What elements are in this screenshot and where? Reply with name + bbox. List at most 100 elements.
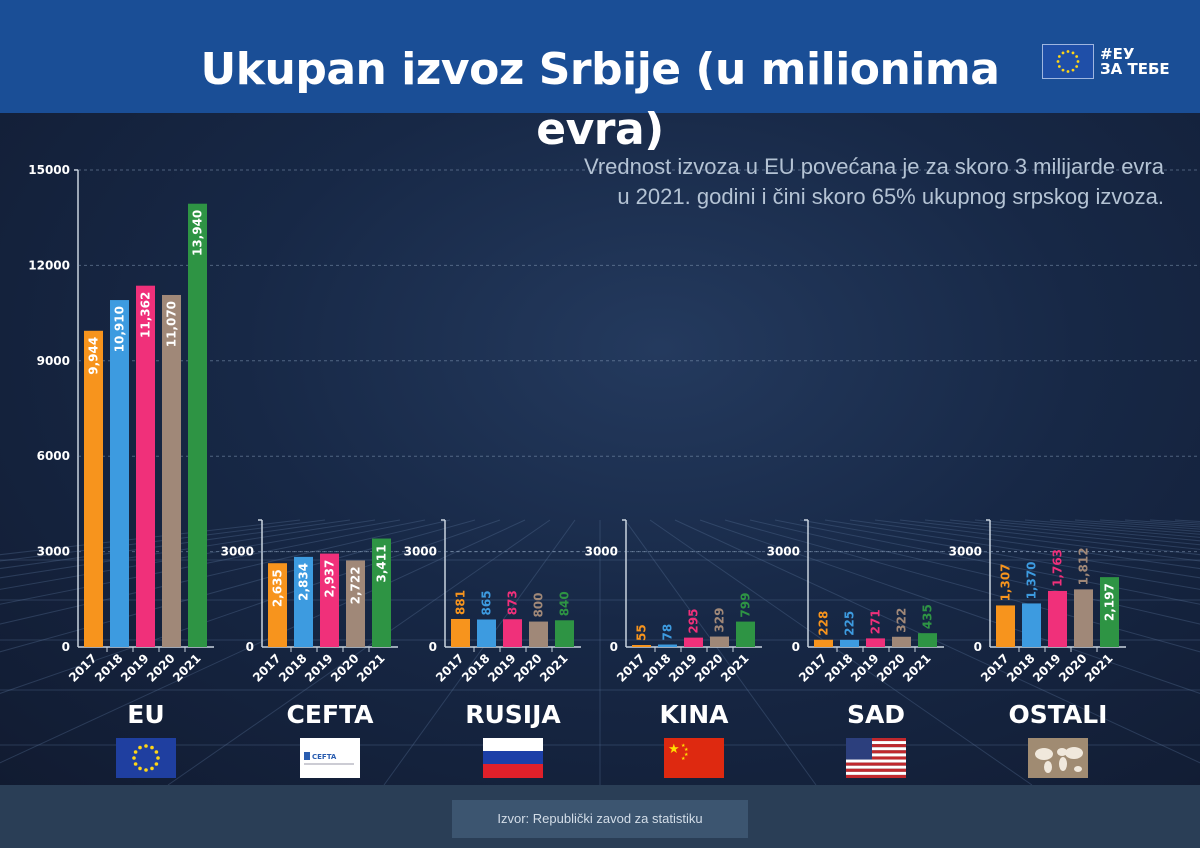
x-tick-label: 2019 xyxy=(485,651,519,685)
data-label: 295 xyxy=(687,609,701,634)
y-tick-label: 3000 xyxy=(767,545,800,559)
x-tick-label: 2020 xyxy=(874,651,908,685)
y-tick-label: 9000 xyxy=(37,354,70,368)
y-tick-label: 0 xyxy=(974,640,982,654)
x-tick-label: 2020 xyxy=(144,651,178,685)
x-tick-label: 2019 xyxy=(302,651,336,685)
data-label: 2,635 xyxy=(271,569,285,607)
bar-cefta-2019 xyxy=(320,553,339,647)
data-label: 322 xyxy=(895,608,909,633)
bar-ostali-2017 xyxy=(996,605,1015,647)
region-label: SAD xyxy=(846,700,906,729)
bar-eu-2017 xyxy=(84,330,103,647)
x-tick-label: 2019 xyxy=(666,651,700,685)
bar-cefta-2018 xyxy=(294,556,313,647)
y-tick-label: 0 xyxy=(246,640,254,654)
data-label: 2,722 xyxy=(349,566,363,604)
x-tick-label: 2019 xyxy=(848,651,882,685)
y-tick-label: 3000 xyxy=(404,545,437,559)
region-label: KINA xyxy=(659,700,729,729)
x-tick-label: 2020 xyxy=(1056,651,1090,685)
data-label: 881 xyxy=(454,590,468,615)
bar-sad-2020 xyxy=(892,636,911,647)
subtitle-line-2: u 2021. godini i čini skoro 65% ukupnog … xyxy=(617,184,1164,209)
bar-cefta-2021 xyxy=(372,538,391,647)
data-label: 11,070 xyxy=(165,301,179,347)
data-label: 13,940 xyxy=(191,210,205,256)
data-label: 873 xyxy=(506,590,520,615)
data-label: 329 xyxy=(713,607,727,632)
x-tick-label: 2021 xyxy=(354,651,388,685)
data-label: 225 xyxy=(843,611,857,636)
x-tick-label: 2021 xyxy=(170,651,204,685)
data-label: 9,944 xyxy=(87,337,101,375)
region-label: RUSIJA xyxy=(465,700,561,729)
data-label: 11,362 xyxy=(139,292,153,338)
eu-flag-icon xyxy=(116,738,176,778)
data-label: 228 xyxy=(817,611,831,636)
svg-text:★: ★ xyxy=(684,752,689,758)
bar-cefta-2017 xyxy=(268,563,287,647)
data-label: 865 xyxy=(480,590,494,615)
bar-kina-2018 xyxy=(658,644,677,647)
world-map-icon xyxy=(1028,738,1088,778)
svg-text:★: ★ xyxy=(681,743,686,749)
svg-text:★: ★ xyxy=(668,742,680,757)
data-label: 840 xyxy=(558,591,572,616)
header: Ukupan izvoz Srbije (u milionima evra) #… xyxy=(0,0,1200,155)
bar-rusija-2018 xyxy=(477,619,496,647)
data-label: 3,411 xyxy=(375,545,389,583)
bar-rusija-2019 xyxy=(503,619,522,647)
chart-eu: 0 3000 6000 9000 12000 15000 9,944 2017 10,910 20… xyxy=(28,163,1200,685)
chart-ostali: 030001,30720171,37020181,76320191,812202… xyxy=(949,519,1126,685)
y-tick-label: 0 xyxy=(792,640,800,654)
data-label: 799 xyxy=(739,593,753,618)
x-tick-label: 2021 xyxy=(900,651,934,685)
region-label: CEFTA xyxy=(286,700,374,729)
x-tick-label: 2017 xyxy=(796,651,830,685)
y-tick-label: 3000 xyxy=(949,545,982,559)
y-tick-label: 0 xyxy=(429,640,437,654)
logo-text-2: ЗА ТЕБЕ xyxy=(1100,59,1170,78)
bar-sad-2018 xyxy=(840,639,859,647)
y-tick-label: 3000 xyxy=(585,545,618,559)
china-flag-icon: ★ ★ ★ ★ ★ xyxy=(664,738,724,778)
data-label: 2,937 xyxy=(323,560,337,598)
data-label: 800 xyxy=(532,592,546,617)
russia-flag-icon xyxy=(483,738,543,778)
x-tick-label: 2019 xyxy=(118,651,152,685)
bar-eu-2021 xyxy=(188,203,207,647)
bar-kina-2020 xyxy=(710,636,729,647)
data-label: 1,763 xyxy=(1051,549,1065,587)
x-tick-label: 2020 xyxy=(328,651,362,685)
y-tick-label: 6000 xyxy=(37,449,70,463)
data-label: 78 xyxy=(661,624,675,641)
bar-ostali-2019 xyxy=(1048,590,1067,647)
x-tick-label: 2018 xyxy=(822,651,856,685)
y-tick-label: 12000 xyxy=(28,258,70,272)
x-tick-label: 2019 xyxy=(1030,651,1064,685)
bar-kina-2017 xyxy=(632,645,651,647)
page-title: Ukupan izvoz Srbije (u milionima evra) xyxy=(200,44,1000,155)
y-tick-label: 3000 xyxy=(221,545,254,559)
source-note: Izvor: Republički zavod za statistiku xyxy=(452,800,748,838)
bar-ostali-2020 xyxy=(1074,589,1093,647)
bar-sad-2019 xyxy=(866,638,885,647)
data-label: 2,834 xyxy=(297,563,311,601)
x-tick-label: 2018 xyxy=(640,651,674,685)
x-tick-label: 2017 xyxy=(433,651,467,685)
region-label: OSTALI xyxy=(1008,700,1108,729)
bar-cefta-2020 xyxy=(346,560,365,647)
data-label: 1,812 xyxy=(1077,547,1091,585)
eu-flag-icon xyxy=(1042,44,1094,79)
y-tick-label: 15000 xyxy=(28,163,70,177)
eu-za-tebe-logo: #ЕУ ЗА ТЕБЕ xyxy=(1042,44,1170,79)
bar-ostali-2021 xyxy=(1100,577,1119,647)
bar-eu-2020 xyxy=(162,294,181,647)
data-label: 2,197 xyxy=(1103,583,1117,621)
x-tick-label: 2017 xyxy=(250,651,284,685)
x-tick-label: 2017 xyxy=(66,651,100,685)
bar-rusija-2021 xyxy=(555,620,574,647)
x-tick-label: 2017 xyxy=(978,651,1012,685)
